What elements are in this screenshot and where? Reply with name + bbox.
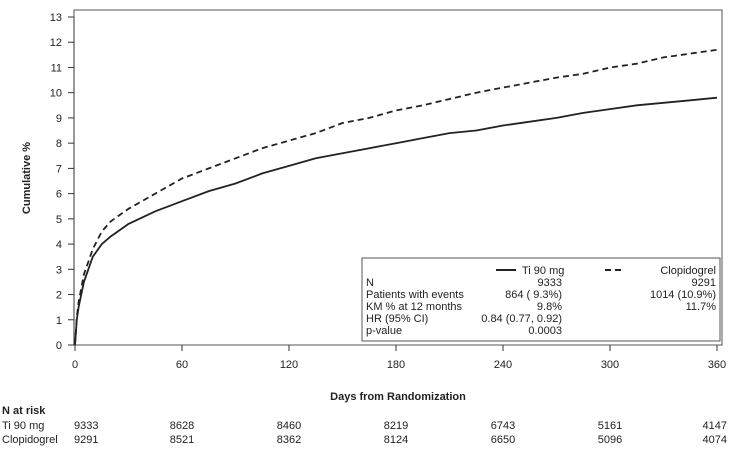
at-risk-value: 8460	[277, 420, 301, 432]
x-tick-label: 180	[387, 359, 405, 371]
at-risk-value: 6743	[491, 420, 515, 432]
y-tick-label: 10	[50, 88, 62, 100]
y-tick-label: 8	[56, 138, 62, 150]
at-risk-value: 5096	[598, 434, 622, 446]
legend-row-label: p-value	[366, 325, 402, 337]
x-tick-label: 300	[601, 359, 619, 371]
legend-value-clopidogrel: 9291	[692, 277, 716, 289]
at-risk-value: 8124	[384, 434, 408, 446]
at-risk-value: 8521	[170, 434, 194, 446]
y-tick-label: 3	[56, 264, 62, 276]
at-risk-value: 8628	[170, 420, 194, 432]
legend-value-ti: 864 ( 9.3%)	[505, 289, 562, 301]
legend-row-label: Patients with events	[366, 289, 464, 301]
legend-value-clopidogrel: 11.7%	[686, 301, 717, 313]
legend-row-label: N	[366, 277, 374, 289]
y-tick-label: 0	[56, 340, 62, 352]
at-risk-value: 4074	[703, 434, 727, 446]
y-tick-label: 9	[56, 113, 62, 125]
at-risk-value: 9291	[74, 434, 98, 446]
y-tick-label: 2	[56, 290, 62, 302]
legend-value-clopidogrel: 1014 (10.9%)	[650, 289, 716, 301]
x-axis-label: Days from Randomization	[330, 391, 466, 403]
y-tick-label: 4	[56, 239, 62, 251]
at-risk-value: 8362	[277, 434, 301, 446]
y-tick-label: 11	[51, 62, 62, 74]
y-tick-label: 12	[50, 37, 62, 49]
y-tick-label: 7	[56, 163, 62, 175]
y-axis-label: Cumulative %	[21, 142, 33, 214]
x-tick-label: 240	[494, 359, 512, 371]
legend-row-label: HR (95% CI)	[366, 313, 428, 325]
at-risk-value: 5161	[598, 420, 622, 432]
at-risk-value: 8219	[384, 420, 408, 432]
y-tick-label: 5	[56, 214, 62, 226]
legend-value-ti: 0.0003	[528, 325, 562, 337]
at-risk-row-label: Clopidogrel	[2, 434, 58, 446]
legend-row-label: KM % at 12 months	[366, 301, 462, 313]
at-risk-row-label: Ti 90 mg	[2, 420, 44, 432]
x-tick-label: 360	[708, 359, 726, 371]
at-risk-value: 6650	[491, 434, 515, 446]
series-line-clopidogrel	[74, 48, 718, 346]
series-line-ti-90-mg	[74, 96, 718, 346]
legend-value-ti: 0.84 (0.77, 0.92)	[481, 313, 562, 325]
legend-header-clopidogrel: Clopidogrel	[660, 265, 716, 277]
legend-header-ti: Ti 90 mg	[522, 265, 564, 277]
legend-box: Ti 90 mg Clopidogrel N 9333 9291 Patients w…	[361, 257, 721, 342]
y-tick-label: 6	[56, 189, 62, 201]
legend-value-ti: 9333	[538, 277, 562, 289]
at-risk-value: 4147	[703, 420, 727, 432]
legend-value-ti: 9.8%	[537, 301, 562, 313]
x-tick-label: 120	[280, 359, 298, 371]
at-risk-title: N at risk	[2, 405, 46, 417]
at-risk-value: 9333	[74, 420, 98, 432]
y-tick-label: 1	[56, 315, 62, 327]
x-tick-label: 0	[72, 359, 78, 371]
y-tick-label: 13	[50, 12, 62, 24]
x-tick-label: 60	[176, 359, 188, 371]
